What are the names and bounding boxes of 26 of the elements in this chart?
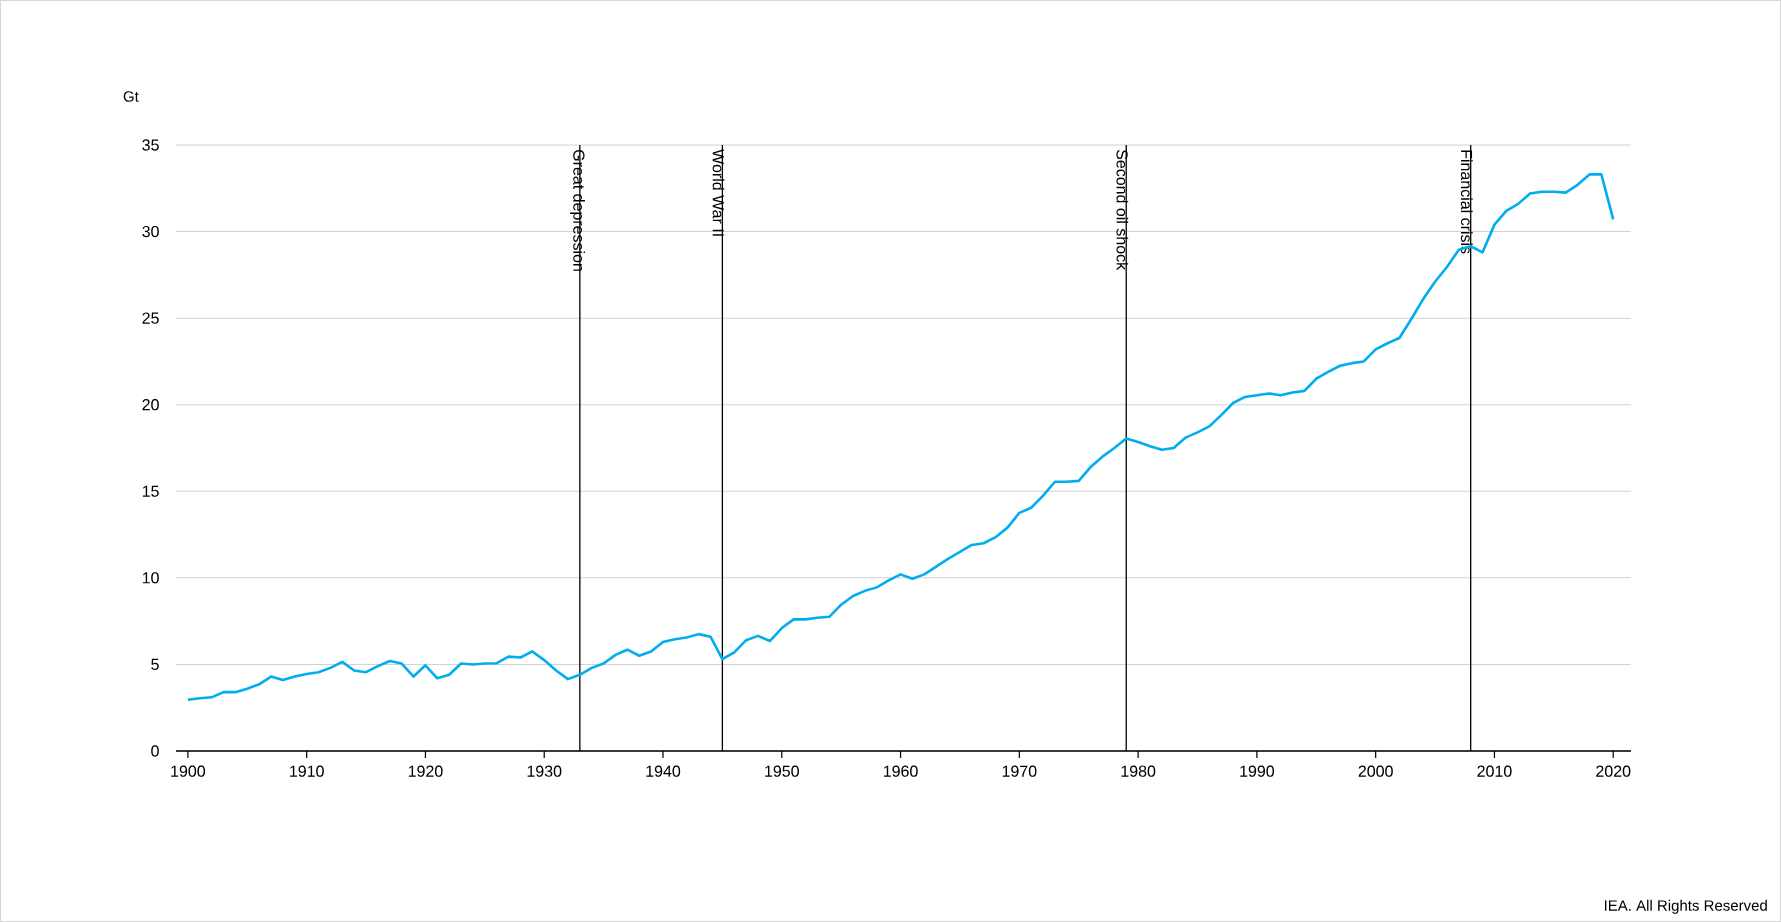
- x-tick-label: 1900: [171, 765, 206, 777]
- y-tick-label: 5: [151, 658, 159, 671]
- y-axis-title: Gt: [123, 91, 139, 102]
- x-tick-label: 1990: [1240, 765, 1275, 777]
- x-tick-label: 1920: [408, 765, 443, 777]
- x-tick-label: 1970: [1002, 765, 1037, 777]
- y-tick-label: 0: [151, 745, 159, 757]
- text: IEA. All Rights Reserved: [1604, 899, 1767, 914]
- y-tick-label: 35: [142, 139, 159, 151]
- x-tick-label: 1910: [290, 765, 324, 777]
- ref-line-label: Second oil shock: [1116, 149, 1129, 271]
- y-tick-label: 15: [142, 485, 159, 497]
- y-tick-label: 25: [142, 312, 159, 324]
- y-tick-label: 10: [142, 572, 159, 584]
- x-tick-label: 2020: [1596, 765, 1631, 777]
- x-tick-label: 1940: [646, 765, 681, 777]
- ref-line-label: Great depression: [570, 150, 585, 271]
- x-tick-label: 1960: [883, 765, 918, 777]
- y-tick-label: 20: [142, 399, 159, 411]
- y-tick-label: 30: [142, 225, 159, 238]
- x-tick-label: 1950: [765, 765, 799, 777]
- x-tick-label: 1980: [1121, 765, 1156, 777]
- x-tick-label: 1930: [527, 765, 562, 777]
- x-tick-label: 2010: [1477, 765, 1512, 777]
- x-tick-label: 2000: [1358, 765, 1393, 777]
- ref-line-label: Financial crisis: [1460, 150, 1473, 254]
